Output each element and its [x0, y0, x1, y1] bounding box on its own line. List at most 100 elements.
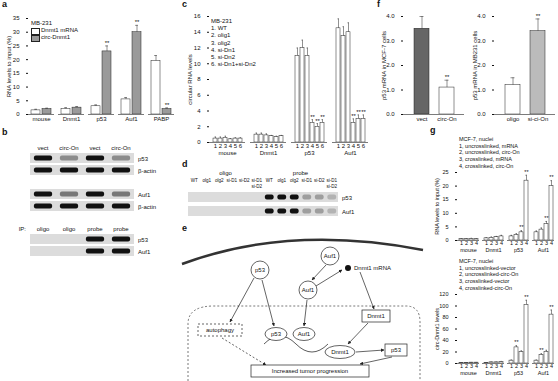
svg-text:3: 3 [545, 363, 548, 369]
svg-text:Auf1: Auf1 [138, 249, 151, 255]
svg-text:1.0: 1.0 [477, 87, 486, 93]
svg-text:olg2: olg2 [215, 178, 224, 183]
svg-text:5: 5 [275, 143, 279, 149]
svg-text:mouse: mouse [460, 370, 477, 376]
svg-text:4: 4 [500, 363, 503, 369]
svg-text:3: 3 [545, 240, 548, 246]
svg-text:1: 1 [214, 143, 218, 149]
svg-text:1: 1 [485, 240, 488, 246]
svg-text:1: 1 [535, 240, 538, 246]
svg-text:4.0: 4.0 [477, 13, 486, 19]
svg-text:p53: p53 [342, 195, 353, 201]
svg-text:20: 20 [13, 57, 20, 63]
svg-text:circ-Dnmt1 levels: circ-Dnmt1 levels [434, 308, 440, 350]
svg-text:6: 6 [239, 143, 243, 149]
svg-text:oligo: oligo [507, 116, 520, 122]
svg-text:4: 4 [550, 363, 553, 369]
svg-text:15: 15 [442, 196, 448, 202]
svg-text:5: 5 [316, 143, 320, 149]
svg-text:olg1: olg1 [277, 178, 286, 183]
svg-text:2: 2 [301, 143, 305, 149]
svg-text:WT: WT [266, 178, 273, 183]
svg-text:10: 10 [13, 84, 20, 90]
svg-text:**: ** [135, 19, 140, 25]
svg-text:5: 5 [16, 98, 20, 104]
svg-text:16: 16 [194, 13, 201, 19]
svg-text:4: 4 [475, 240, 478, 246]
svg-text:mouse: mouse [218, 150, 237, 156]
svg-text:si-D2: si-D2 [239, 178, 250, 183]
svg-text:0.0: 0.0 [477, 111, 486, 117]
svg-text:si-D1: si-D1 [326, 178, 337, 183]
svg-text:**: ** [519, 224, 524, 230]
svg-text:1: 1 [510, 363, 513, 369]
svg-text:Dnmt1 mRNA: Dnmt1 mRNA [354, 265, 391, 271]
svg-text:3: 3 [470, 240, 473, 246]
svg-text:3.0: 3.0 [386, 38, 395, 44]
svg-text:Auf1: Auf1 [302, 287, 315, 293]
svg-text:5: 5 [445, 224, 448, 230]
svg-text:olg2: olg2 [290, 178, 299, 183]
svg-text:autophagy: autophagy [206, 327, 234, 333]
svg-text:6: 6 [280, 143, 284, 149]
svg-text:β-actin: β-actin [138, 204, 156, 210]
svg-text:2: 2 [490, 363, 493, 369]
svg-text:WT: WT [191, 178, 198, 183]
svg-text:120: 120 [439, 291, 448, 297]
svg-text:4: 4 [525, 363, 528, 369]
svg-text:Auf1: Auf1 [138, 192, 151, 198]
svg-text:Auf1: Auf1 [538, 247, 549, 253]
svg-text:6: 6 [197, 92, 201, 98]
svg-text:mouse: mouse [32, 116, 51, 122]
svg-text:4: 4 [311, 143, 315, 149]
svg-text:4: 4 [475, 363, 478, 369]
svg-text:p53 mRNA in MCF-7 cells: p53 mRNA in MCF-7 cells [381, 31, 387, 100]
svg-text:1.0: 1.0 [386, 87, 395, 93]
svg-text:20: 20 [442, 349, 448, 355]
svg-text:p53: p53 [514, 370, 523, 376]
svg-text:**: ** [539, 347, 544, 353]
svg-text:0: 0 [445, 360, 448, 366]
svg-text:Dnmt1: Dnmt1 [485, 370, 501, 376]
svg-text:3: 3 [265, 143, 269, 149]
svg-text:4: 4 [500, 240, 503, 246]
svg-text:p53: p53 [391, 347, 402, 353]
svg-text:4.0: 4.0 [386, 13, 395, 19]
svg-text:35: 35 [13, 15, 20, 21]
svg-text:RNA levels to input (%): RNA levels to input (%) [434, 178, 440, 235]
svg-text:2: 2 [515, 363, 518, 369]
svg-text:si-D1: si-D1 [251, 178, 262, 183]
svg-text:Increased tumor progression: Increased tumor progression [272, 368, 348, 374]
svg-text:100: 100 [439, 303, 448, 309]
svg-text:β-actin: β-actin [138, 168, 156, 174]
svg-text:Dnmt1: Dnmt1 [331, 349, 349, 355]
svg-text:circ-On: circ-On [111, 145, 130, 151]
svg-text:3: 3 [520, 240, 523, 246]
svg-text:1: 1 [510, 240, 513, 246]
svg-text:vect: vect [416, 116, 427, 122]
svg-text:0: 0 [445, 237, 448, 243]
svg-text:2: 2 [197, 124, 201, 130]
svg-text:Dnmt1: Dnmt1 [485, 247, 501, 253]
svg-text:**: ** [536, 13, 541, 19]
svg-text:Auf1: Auf1 [298, 331, 311, 337]
svg-text:p53 mRNA in MB231 cells: p53 mRNA in MB231 cells [472, 31, 478, 101]
svg-text:Dnmt1: Dnmt1 [63, 116, 81, 122]
svg-text:4: 4 [270, 143, 274, 149]
svg-text:**: ** [514, 339, 519, 345]
svg-text:1: 1 [460, 363, 463, 369]
svg-text:1: 1 [337, 143, 341, 149]
svg-text:RNA levels to input (%): RNA levels to input (%) [6, 36, 12, 98]
svg-text:PABP: PABP [154, 116, 170, 122]
svg-text:si-D2: si-D2 [314, 178, 325, 183]
svg-text:1: 1 [255, 143, 259, 149]
svg-text:si-D1: si-D1 [301, 178, 312, 183]
svg-text:**: ** [549, 304, 554, 310]
svg-text:1: 1 [535, 363, 538, 369]
svg-text:p53: p53 [255, 267, 266, 273]
svg-text:**: ** [445, 74, 450, 80]
svg-text:p53: p53 [271, 331, 282, 337]
svg-text:3: 3 [347, 143, 351, 149]
svg-text:1: 1 [460, 240, 463, 246]
svg-text:**: ** [549, 174, 554, 180]
